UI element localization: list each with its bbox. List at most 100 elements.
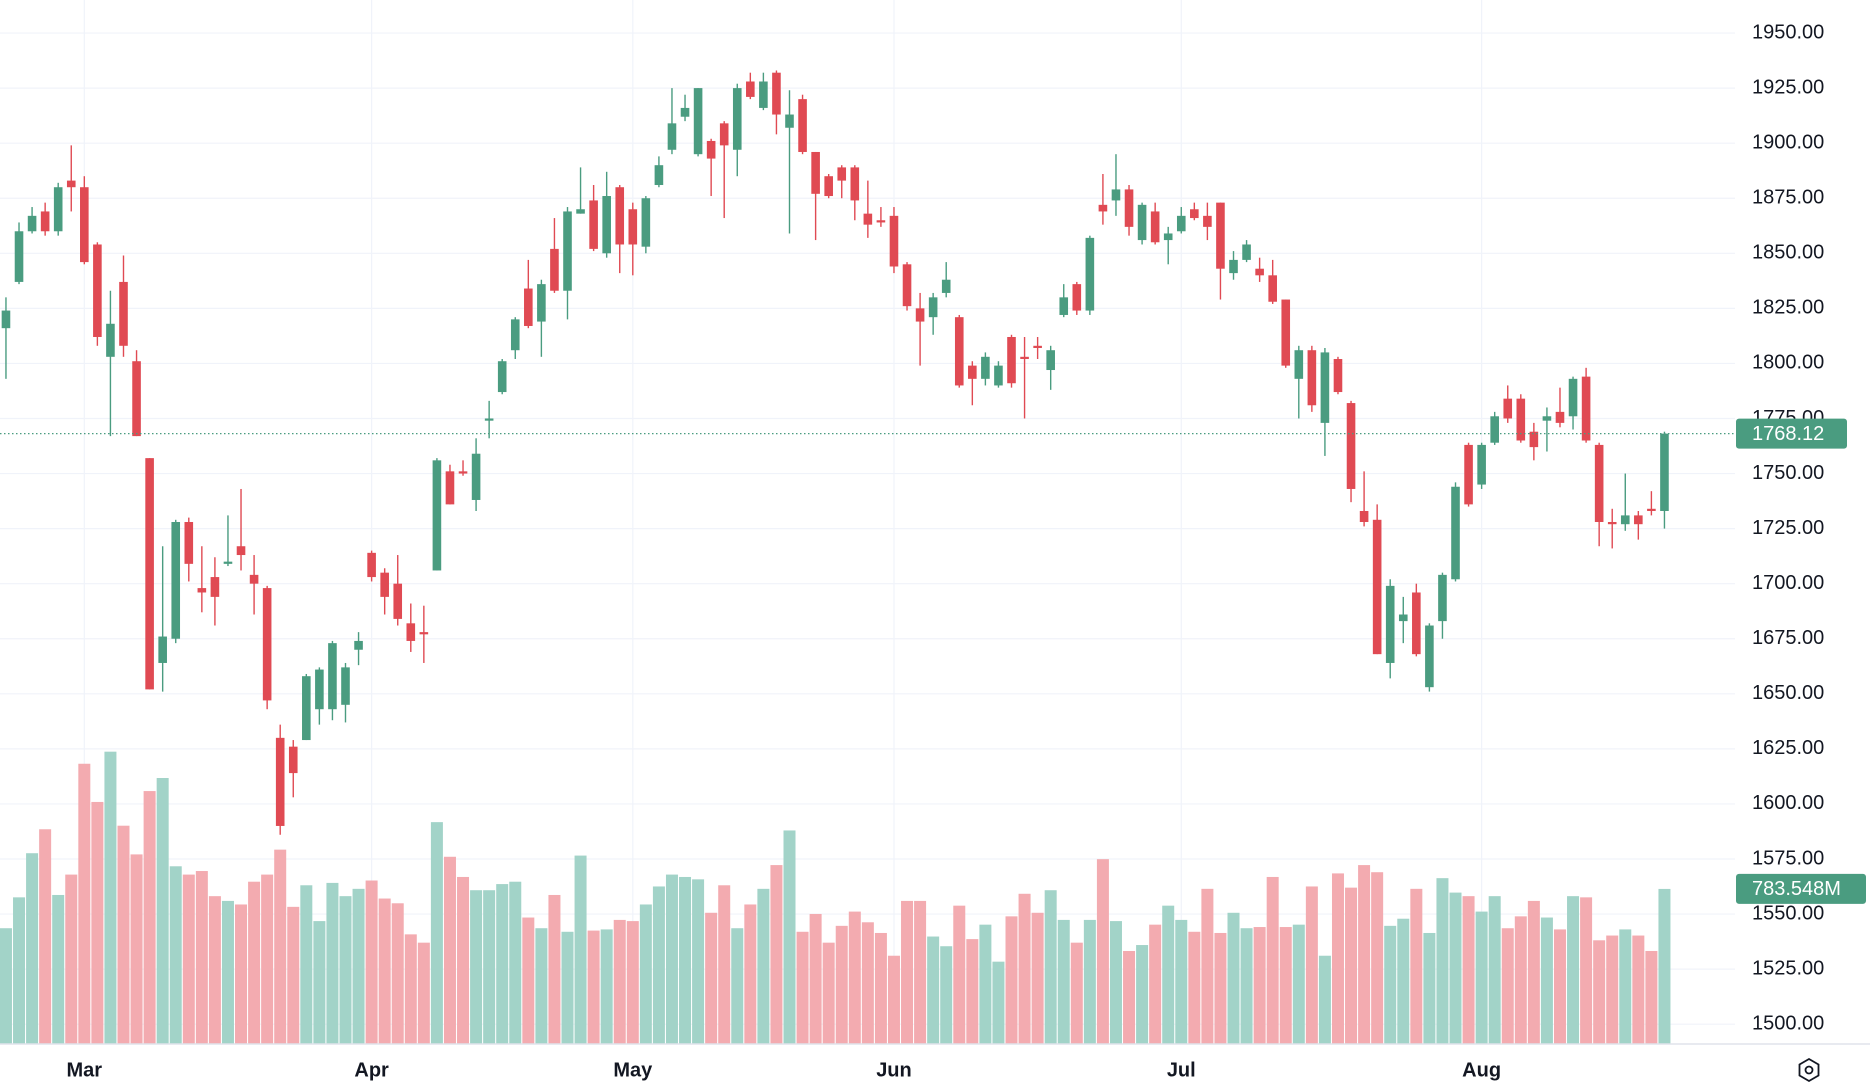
volume-bar: [835, 925, 848, 1044]
candle-body: [1268, 275, 1277, 302]
volume-bar: [261, 874, 274, 1044]
candle-body: [954, 317, 964, 386]
last-price-badge: [1736, 418, 1847, 449]
volume-bar: [770, 865, 783, 1044]
volume-bar: [861, 922, 874, 1044]
y-tick-label: 1950.00: [1752, 21, 1824, 43]
volume-bar: [1488, 896, 1501, 1044]
candle-body: [1451, 486, 1460, 580]
volume-bar: [430, 822, 443, 1044]
volume-bar: [78, 763, 91, 1044]
candle-body: [1620, 515, 1630, 525]
volume-bar: [1619, 929, 1632, 1044]
candle-body: [1634, 515, 1643, 525]
candle-body: [1294, 350, 1304, 379]
volume-bar: [966, 939, 979, 1044]
volume-bar: [1214, 932, 1227, 1044]
volume-bar: [1527, 900, 1540, 1044]
y-tick-label: 1525.00: [1752, 957, 1824, 979]
settings-icon-center[interactable]: [1804, 1065, 1814, 1075]
volume-bar: [1096, 859, 1109, 1044]
candle-body: [275, 737, 285, 826]
candle-body: [158, 636, 167, 663]
volume-bar: [561, 931, 574, 1044]
volume-bar: [1305, 886, 1318, 1044]
last-volume-badge: [1736, 873, 1866, 904]
candle-body: [1542, 416, 1552, 421]
candle-body: [1150, 211, 1160, 243]
candle-body: [994, 365, 1003, 386]
candle-body: [471, 453, 481, 500]
volume-bar: [979, 924, 992, 1044]
volume-bar: [130, 854, 143, 1044]
settings-icon[interactable]: [1798, 1057, 1820, 1083]
candle-body: [341, 667, 350, 705]
volume-bar: [574, 855, 587, 1044]
volume-bar: [1044, 890, 1057, 1044]
volume-bar: [914, 900, 927, 1044]
volume-bar: [313, 921, 326, 1044]
candle-body: [1490, 416, 1499, 443]
candle-body: [106, 323, 115, 357]
volume-bar: [443, 856, 456, 1044]
y-tick-label: 1825.00: [1752, 297, 1824, 319]
volume-bar: [652, 886, 665, 1044]
candle-body: [119, 281, 128, 346]
candle-body: [537, 284, 546, 322]
x-tick-label: Mar: [67, 1059, 103, 1081]
y-tick-label: 1500.00: [1752, 1012, 1824, 1034]
candle-body: [1346, 403, 1356, 489]
candle-body: [1529, 431, 1539, 448]
x-tick-label: Jun: [876, 1059, 912, 1081]
candle-body: [811, 151, 820, 194]
candle-body: [315, 669, 324, 710]
candle-body: [1085, 237, 1095, 311]
volume-bar: [156, 778, 169, 1044]
candle-body: [393, 583, 403, 619]
candle-body: [654, 165, 664, 186]
volume-bar: [1201, 888, 1214, 1044]
candle-body: [1385, 585, 1395, 663]
volume-bar: [1227, 912, 1240, 1044]
volume-bar: [0, 928, 12, 1044]
volume-bar: [391, 903, 404, 1044]
candle-body: [380, 572, 389, 597]
volume-bar: [470, 890, 483, 1044]
settings-button[interactable]: [1798, 1057, 1820, 1083]
volume-bar: [365, 880, 378, 1044]
volume-bar: [1632, 935, 1645, 1044]
volume-bar: [195, 871, 208, 1044]
y-tick-label: 1750.00: [1752, 462, 1824, 484]
candle-body: [1, 310, 11, 329]
volume-bar: [1553, 929, 1566, 1044]
candle-body: [1216, 202, 1225, 269]
volume-bar: [1410, 888, 1423, 1044]
volume-bar: [626, 921, 639, 1044]
volume-bar: [404, 934, 417, 1044]
candle-body: [367, 552, 376, 578]
candle-body: [1372, 519, 1382, 655]
candle-body: [576, 209, 585, 214]
volume-bar: [1475, 911, 1488, 1044]
volume-bar: [940, 946, 953, 1044]
candle-body: [1660, 433, 1669, 511]
volume-bar: [182, 874, 195, 1044]
candle-body: [1059, 297, 1069, 315]
volume-bar: [91, 801, 104, 1044]
y-tick-label: 1600.00: [1752, 792, 1824, 814]
volume-bar: [1436, 878, 1449, 1044]
volume-bar: [1083, 919, 1096, 1044]
volume-bar: [326, 882, 339, 1044]
y-tick-label: 1700.00: [1752, 572, 1824, 594]
candle-body: [40, 211, 50, 232]
candle-body: [171, 522, 181, 639]
volume-bar: [1658, 888, 1671, 1044]
volume-bar: [1057, 919, 1070, 1044]
candle-body: [14, 231, 24, 282]
volume-bar: [757, 888, 770, 1044]
candle-body: [732, 88, 742, 150]
volume-bar: [378, 898, 391, 1044]
x-tick-label: Jul: [1167, 1059, 1196, 1081]
candle-body: [93, 244, 102, 337]
